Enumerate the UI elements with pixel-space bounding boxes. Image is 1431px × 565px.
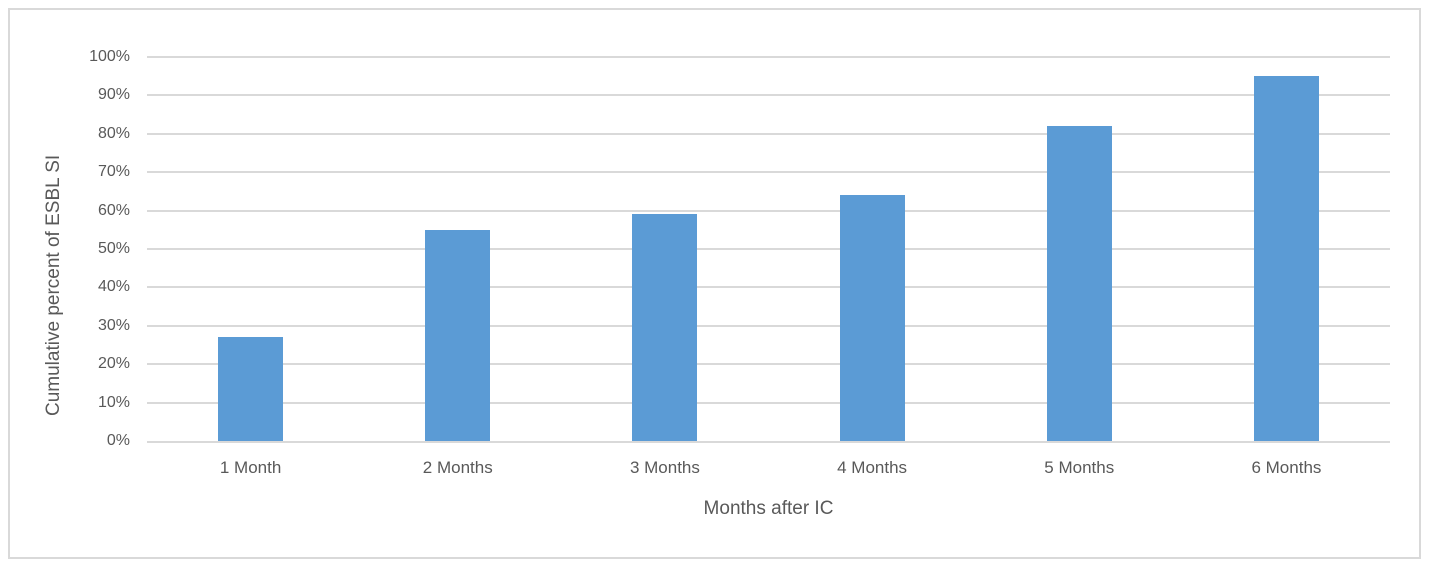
y-tick-label: 50% (97, 240, 130, 257)
bar-slot (1183, 57, 1390, 441)
y-axis-title: Cumulative percent of ESBL SI (43, 154, 64, 416)
y-tick-label: 80% (97, 124, 130, 142)
gridline (147, 248, 1390, 250)
x-axis-title: Months after IC (703, 498, 834, 519)
bar-slot (769, 57, 976, 441)
y-tick-label: 60% (97, 201, 130, 219)
x-tick-label: 4 Months (837, 458, 908, 477)
bar-slot (147, 57, 354, 441)
plot-area: 0% 10% 20% 30% 40% 50% 60% 70% 80% 90% 100% (89, 49, 1390, 449)
gridline (147, 94, 1390, 97)
y-tick-label: 30% (97, 316, 130, 334)
gridline (147, 209, 1390, 212)
x-tick-label: 2 Months (422, 458, 493, 477)
gridline (147, 171, 1390, 174)
x-axis-labels: 1 Month 2 Months 3 Months 4 Months 5 Months 6… (147, 458, 1390, 478)
x-tick-label: 1 Month (219, 458, 282, 477)
bar-4-months (839, 195, 905, 441)
bar-slot (976, 57, 1183, 441)
y-tick-label: 40% (97, 278, 130, 296)
gridline (147, 56, 1390, 58)
bar-3-months (632, 214, 698, 441)
gridline (147, 363, 1390, 366)
y-tick-label: 70% (97, 163, 130, 181)
y-tick-label: 100% (89, 48, 130, 65)
y-tick-label: 0% (106, 432, 130, 449)
bar-slot (561, 57, 768, 441)
y-tick-label: 90% (97, 86, 130, 104)
bar-2-months (425, 229, 491, 441)
x-tick-label: 3 Months (629, 458, 700, 477)
bar-1-month (218, 337, 284, 441)
y-tick-label: 10% (97, 393, 130, 411)
x-tick-label: 6 Months (1251, 458, 1322, 477)
bar-slot (354, 57, 561, 441)
gridline (147, 286, 1390, 289)
gridline (147, 324, 1390, 327)
gridline (147, 401, 1390, 404)
bars-layer (147, 57, 1390, 441)
bar-6-months (1253, 76, 1319, 441)
bar-5-months (1046, 126, 1112, 441)
y-tick-label: 20% (97, 355, 130, 373)
x-tick-label: 5 Months (1044, 458, 1115, 477)
gridline (147, 132, 1390, 135)
